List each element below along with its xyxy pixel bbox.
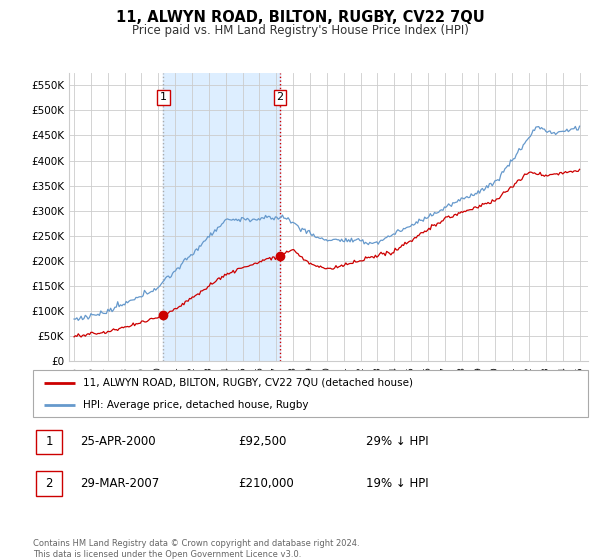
Text: 1: 1 — [46, 435, 53, 449]
Text: 25-APR-2000: 25-APR-2000 — [80, 435, 156, 449]
Bar — [163, 73, 280, 361]
Text: 29-MAR-2007: 29-MAR-2007 — [80, 477, 160, 490]
Text: £210,000: £210,000 — [238, 477, 294, 490]
Text: 2: 2 — [277, 92, 284, 102]
Text: HPI: Average price, detached house, Rugby: HPI: Average price, detached house, Rugb… — [83, 400, 308, 410]
Text: £92,500: £92,500 — [238, 435, 287, 449]
Text: Price paid vs. HM Land Registry's House Price Index (HPI): Price paid vs. HM Land Registry's House … — [131, 24, 469, 37]
FancyBboxPatch shape — [36, 472, 62, 496]
Text: 1: 1 — [160, 92, 167, 102]
FancyBboxPatch shape — [33, 370, 588, 417]
Text: 2: 2 — [46, 477, 53, 490]
Text: 11, ALWYN ROAD, BILTON, RUGBY, CV22 7QU: 11, ALWYN ROAD, BILTON, RUGBY, CV22 7QU — [116, 10, 484, 25]
FancyBboxPatch shape — [36, 430, 62, 454]
Text: 11, ALWYN ROAD, BILTON, RUGBY, CV22 7QU (detached house): 11, ALWYN ROAD, BILTON, RUGBY, CV22 7QU … — [83, 378, 413, 388]
Text: 19% ↓ HPI: 19% ↓ HPI — [366, 477, 428, 490]
Text: Contains HM Land Registry data © Crown copyright and database right 2024.
This d: Contains HM Land Registry data © Crown c… — [33, 539, 359, 559]
Text: 29% ↓ HPI: 29% ↓ HPI — [366, 435, 428, 449]
